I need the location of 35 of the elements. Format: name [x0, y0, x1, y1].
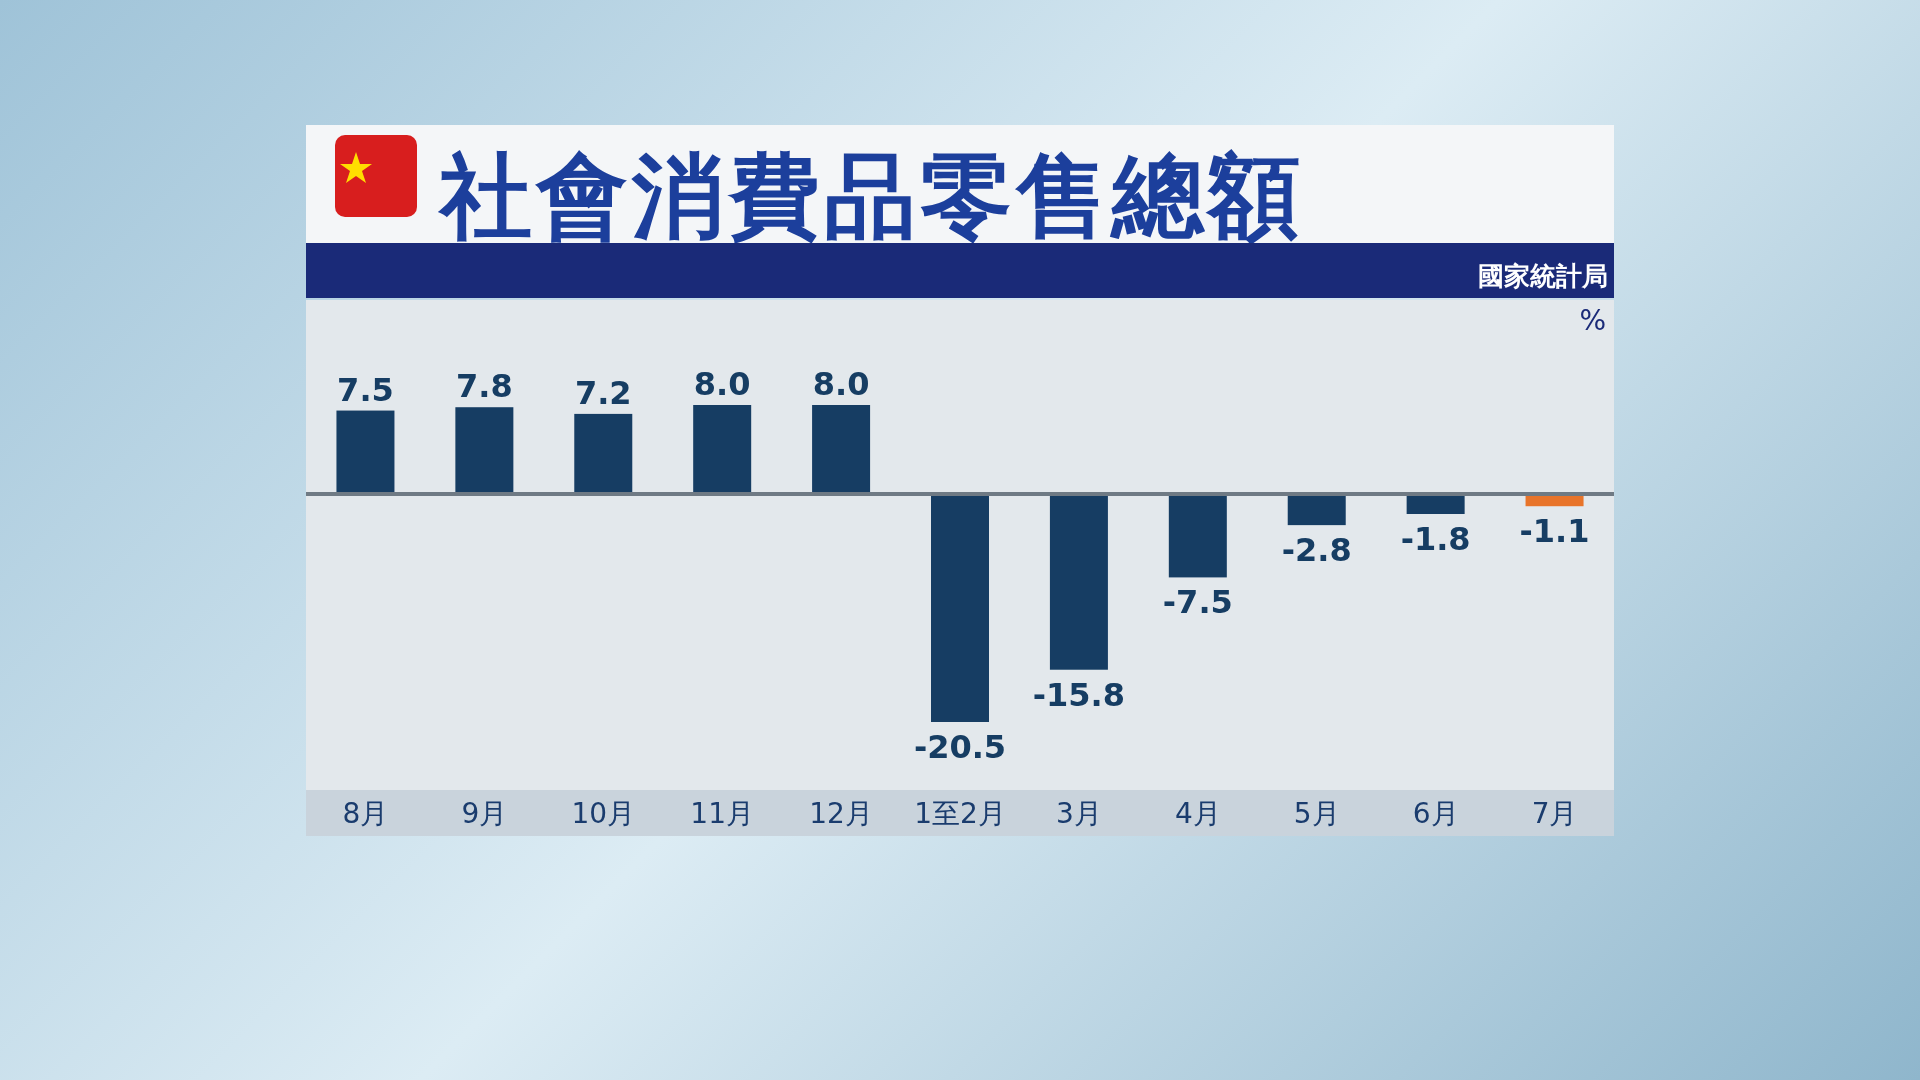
bar: [336, 410, 395, 494]
x-tick-label: 7月: [1531, 797, 1578, 830]
bar: [1406, 493, 1465, 514]
bar: [1287, 493, 1346, 526]
bar: [931, 493, 989, 722]
chart-subtitle: 國家統計局: [1478, 261, 1608, 291]
y-axis-title: %: [1579, 304, 1606, 337]
bar: [574, 413, 633, 494]
data-label: 7.2: [574, 373, 632, 412]
x-tick-label: 12月: [809, 797, 873, 830]
x-tick-label: 11月: [690, 797, 754, 830]
x-tick-label: 5月: [1293, 797, 1340, 830]
data-label: -7.5: [1162, 583, 1233, 622]
x-tick-label: 6月: [1412, 797, 1459, 830]
x-tick-label: 1至2月: [914, 797, 1006, 830]
bar: [1049, 493, 1108, 670]
data-label: -2.8: [1281, 531, 1352, 570]
x-tick-label: 4月: [1174, 797, 1221, 830]
data-label: -20.5: [913, 728, 1007, 766]
bar: [1168, 493, 1227, 578]
data-label: 7.5: [337, 370, 394, 409]
x-tick-label: 10月: [571, 797, 636, 830]
data-label: -1.8: [1400, 520, 1471, 558]
data-label: -15.8: [1032, 675, 1126, 714]
bar: [455, 407, 514, 494]
data-label: -1.1: [1519, 512, 1590, 551]
data-label: 7.8: [456, 367, 513, 406]
data-label: 8.0: [693, 365, 751, 403]
x-tick-label: 9月: [461, 797, 508, 830]
chart-title: 社會消費品零售總額: [437, 143, 1304, 250]
data-label: 8.0: [812, 365, 870, 403]
x-tick-label: 8月: [342, 797, 389, 830]
bar: [693, 405, 752, 494]
bar: [812, 405, 871, 494]
x-tick-label: 3月: [1055, 797, 1102, 830]
